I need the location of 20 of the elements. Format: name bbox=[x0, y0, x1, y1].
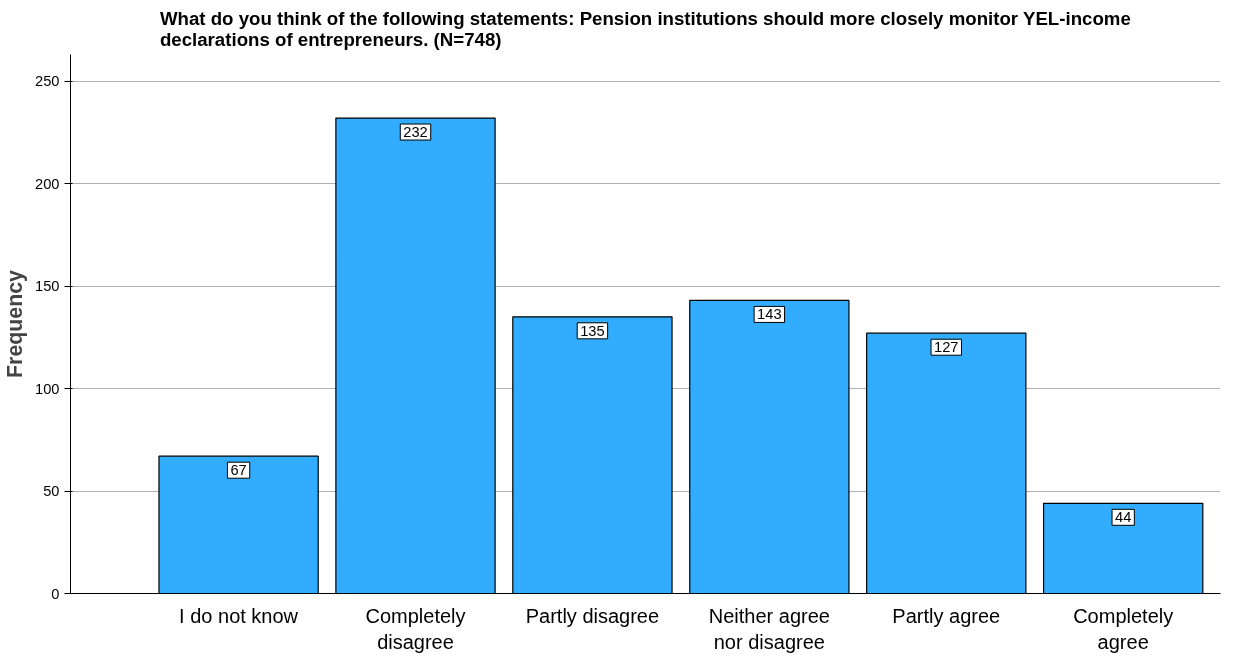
data-label: 44 bbox=[1115, 509, 1132, 526]
y-tick-label: 200 bbox=[35, 175, 60, 192]
x-tick-label: Partly disagree bbox=[525, 604, 660, 627]
y-tick-label: 50 bbox=[43, 483, 60, 500]
x-tick-label: Neither agree nor disagree bbox=[708, 604, 830, 653]
y-tick-label: 250 bbox=[35, 73, 60, 90]
y-axis-title: Frequency bbox=[3, 269, 28, 378]
y-tick-label: 0 bbox=[51, 585, 60, 602]
data-label: 232 bbox=[403, 124, 428, 141]
chart-title: What do you think of the following statements: Pension institutions should more closely monitor YEL-income declarations of entrepreneurs. (N=748) bbox=[159, 7, 1131, 50]
y-tick-label: 100 bbox=[35, 380, 60, 397]
x-tick-label: Completely agree bbox=[1073, 604, 1174, 653]
data-label: 67 bbox=[230, 462, 247, 479]
data-label: 143 bbox=[757, 306, 782, 323]
x-tick-label: I do not know bbox=[179, 604, 299, 627]
x-tick-label: Completely disagree bbox=[365, 604, 466, 653]
x-tick-label: Partly agree bbox=[892, 604, 1001, 627]
y-tick-label: 150 bbox=[35, 278, 60, 295]
data-label: 127 bbox=[934, 339, 959, 356]
data-label: 135 bbox=[580, 322, 605, 339]
